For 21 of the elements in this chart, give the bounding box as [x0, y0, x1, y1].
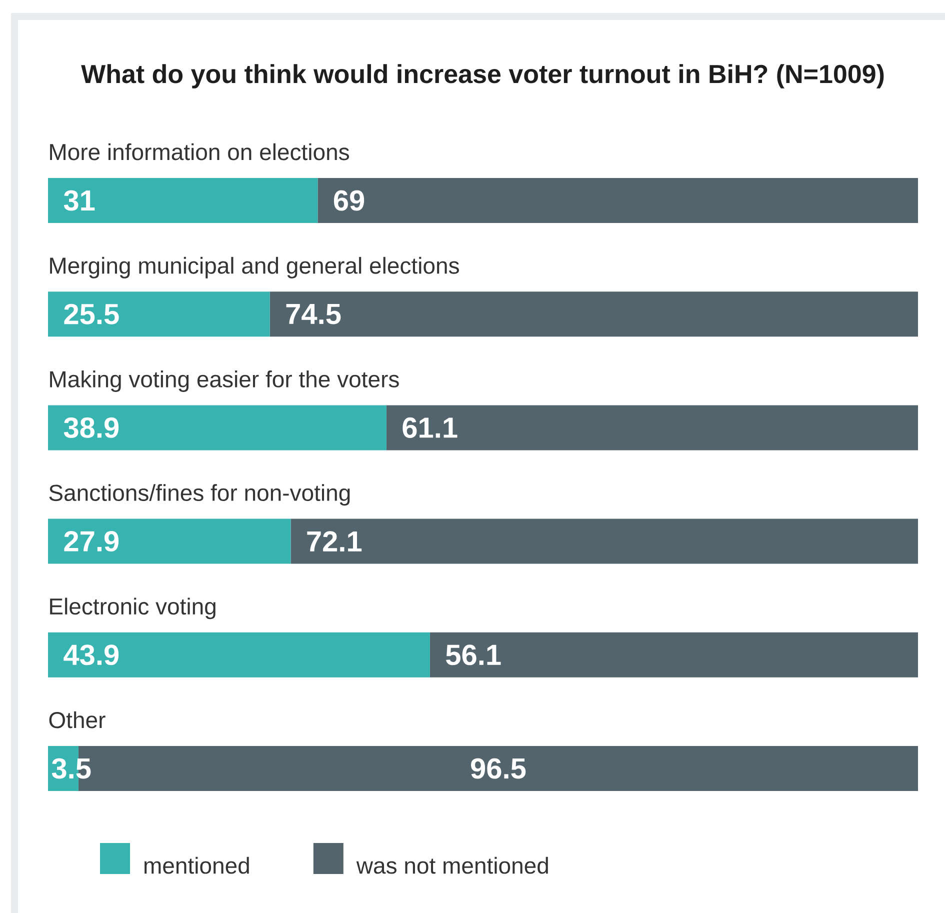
data-label: 56.1 [446, 644, 501, 666]
data-label: 72.1 [307, 531, 362, 552]
data-label: 38.9 [64, 417, 119, 438]
legend-label: was not mentioned [356, 856, 548, 874]
y-tick-label: Making voting easier for the voters [50, 370, 399, 392]
y-tick-label: Electronic voting [50, 598, 216, 620]
y-tick-label: Other [49, 711, 106, 728]
data-label: 31 [64, 190, 95, 211]
y-tick-label: More information on elections [50, 143, 350, 160]
data-label: 61.1 [402, 417, 458, 438]
y-tick-label: Merging municipal and general elections [50, 256, 459, 278]
y-tick-label: Sanctions/fines for non-voting [49, 484, 350, 506]
data-label: 69 [334, 190, 364, 211]
chart-title: What do you think would increase voter turnout in BiH? (N=1009) [81, 64, 884, 88]
data-label: 96.5 [471, 758, 526, 779]
data-label: 3.5 [52, 758, 91, 779]
data-label: 43.9 [64, 644, 119, 666]
data-label: 27.9 [64, 531, 119, 552]
legend-label: mentioned [144, 856, 249, 874]
data-label: 25.5 [64, 304, 119, 324]
data-label: 74.5 [286, 304, 341, 324]
